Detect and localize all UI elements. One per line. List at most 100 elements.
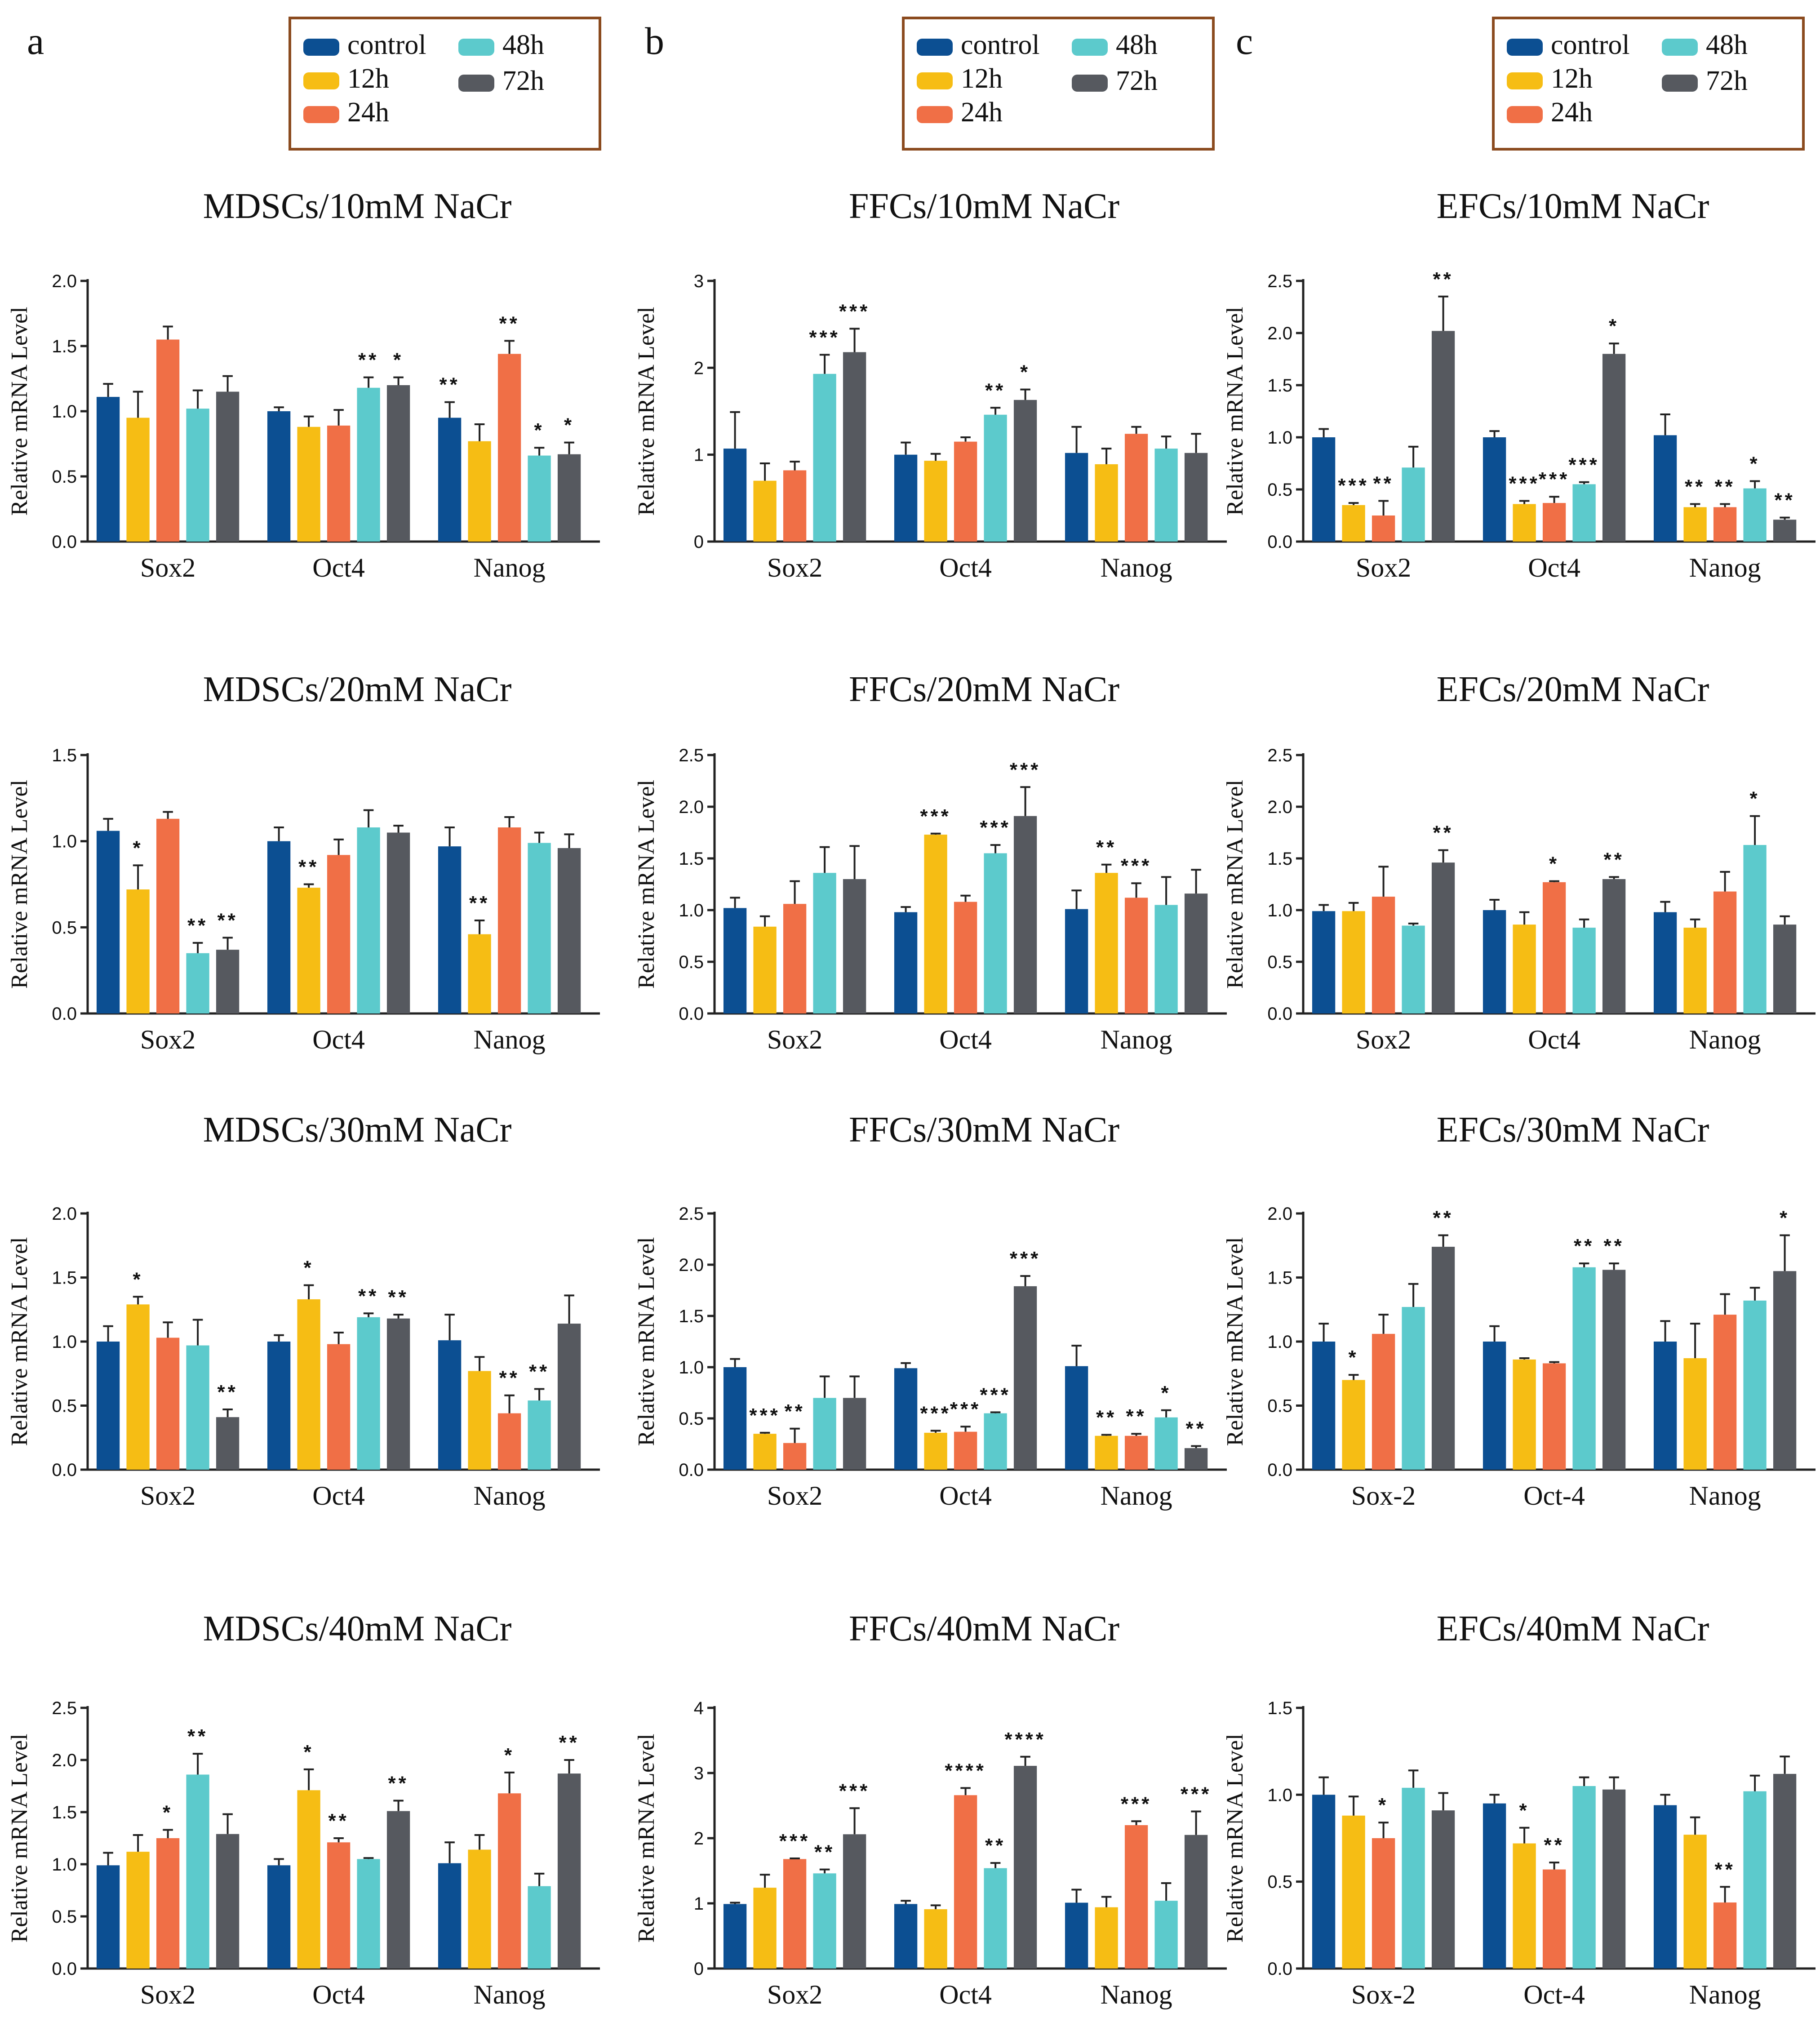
significance-marker: *** xyxy=(1010,1248,1041,1270)
significance-marker: ** xyxy=(1096,836,1117,858)
bar-24h-Sox2 xyxy=(783,1443,807,1470)
chart-11: FFCs/40mM NaCr Relative mRNA Level 0 1 2 3 4 **… xyxy=(634,1609,1227,2009)
error-bar xyxy=(1378,1822,1389,1838)
y-tick-label: 1.5 xyxy=(679,1307,704,1326)
bar-12h-Nanog xyxy=(468,1849,491,1969)
y-tick-label: 2.5 xyxy=(679,1204,704,1224)
error-bar xyxy=(759,915,770,927)
error-bar xyxy=(474,1356,485,1371)
error-bar xyxy=(1720,503,1730,507)
significance-marker: * xyxy=(1750,788,1760,810)
error-bar xyxy=(393,1800,404,1811)
significance-marker: * xyxy=(504,1744,515,1766)
error-bar xyxy=(474,423,485,441)
bar-24h-Nanog xyxy=(1124,898,1148,1013)
error-bar xyxy=(363,376,374,388)
bar-24h-Nanog xyxy=(1713,507,1737,542)
error-bar xyxy=(133,391,143,418)
bar-12h-Nanog xyxy=(1683,507,1707,542)
bar-72h-Nanog xyxy=(557,848,581,1013)
error-bar xyxy=(730,1902,740,1904)
error-bar xyxy=(1609,1262,1619,1270)
error-bar xyxy=(960,436,971,442)
error-bar xyxy=(1519,911,1530,925)
significance-marker: ** xyxy=(388,1772,408,1794)
bar-12h-Sox2 xyxy=(126,418,150,542)
legend-swatch-24h xyxy=(917,106,953,123)
y-tick-label: 1.0 xyxy=(1267,428,1292,448)
bar-48h-Nanog xyxy=(1743,1300,1767,1470)
x-category-label: Oct4 xyxy=(939,553,992,582)
y-tick-label: 2 xyxy=(694,358,704,378)
bar-48h-Sox2 xyxy=(1402,925,1425,1013)
chart-title: FFCs/10mM NaCr xyxy=(849,187,1119,226)
error-bar xyxy=(1071,1889,1082,1903)
error-bar xyxy=(901,441,911,455)
y-tick-label: 4 xyxy=(694,1698,704,1718)
legend-swatch-48h xyxy=(1072,39,1108,56)
error-bar xyxy=(790,461,800,471)
significance-marker: *** xyxy=(950,1398,981,1420)
significance-marker: ** xyxy=(187,915,208,937)
error-bar xyxy=(990,844,1001,853)
error-bar xyxy=(393,376,404,385)
legend-box xyxy=(289,17,601,151)
bar-48h-Nanog xyxy=(528,843,551,1013)
significance-marker: *** xyxy=(839,300,870,322)
significance-marker: *** xyxy=(1121,1793,1152,1815)
bar-24h-Sox2 xyxy=(783,470,807,542)
chart-title: MDSCs/20mM NaCr xyxy=(203,670,512,709)
bar-control-Sox2 xyxy=(1312,911,1336,1013)
bar-24h-Sox-2 xyxy=(1372,1333,1395,1470)
legend-label-control: control xyxy=(961,30,1040,60)
significance-marker: * xyxy=(304,1741,314,1763)
bar-48h-Oct4 xyxy=(984,1868,1007,1969)
error-bar xyxy=(303,1284,314,1299)
bar-12h-Sox-2 xyxy=(1342,1380,1365,1470)
significance-marker: *** xyxy=(1121,855,1152,877)
error-bar xyxy=(1191,869,1201,894)
error-bar xyxy=(930,1430,941,1433)
bar-72h-Oct4 xyxy=(386,832,410,1013)
chart-6: EFCs/20mM NaCr Relative mRNA Level 0.0 0.5 1… xyxy=(1222,670,1816,1054)
significance-marker: *** xyxy=(1568,454,1599,476)
error-bar xyxy=(534,831,545,843)
error-bar xyxy=(960,894,971,902)
bar-12h-Sox2 xyxy=(126,1852,150,1969)
x-category-label: Nanog xyxy=(474,1025,546,1054)
y-tick-label: 0.0 xyxy=(52,532,77,552)
significance-marker: *** xyxy=(1509,473,1540,495)
x-category-label: Oct-4 xyxy=(1523,1980,1585,2009)
significance-marker: * xyxy=(1161,1382,1172,1404)
y-tick-label: 0.5 xyxy=(1267,1872,1292,1892)
legend-box xyxy=(1492,17,1805,151)
significance-marker: * xyxy=(163,1801,173,1823)
error-bar xyxy=(222,1813,233,1834)
error-bar xyxy=(534,447,545,456)
significance-marker: ** xyxy=(1714,476,1735,498)
bar-48h-Nanog xyxy=(1743,488,1767,542)
error-bar xyxy=(133,1834,143,1852)
error-bar xyxy=(303,415,314,427)
y-tick-label: 0.0 xyxy=(679,1460,704,1480)
error-bar xyxy=(790,1857,800,1859)
error-bar xyxy=(163,1829,173,1838)
chart-7: MDSCs/30mM NaCr Relative mRNA Level 0.0 0.5… xyxy=(7,1110,600,1511)
y-tick-label: 2.0 xyxy=(679,797,704,817)
bar-48h-Nanog xyxy=(1154,1417,1178,1470)
error-bar xyxy=(474,920,485,934)
y-tick-label: 0.0 xyxy=(1267,1460,1292,1480)
bar-12h-Nanog xyxy=(1683,1358,1707,1470)
bar-48h-Sox2 xyxy=(186,953,209,1013)
error-bar xyxy=(759,462,770,481)
error-bar xyxy=(1131,882,1141,898)
error-bar xyxy=(133,1296,143,1305)
error-bar xyxy=(444,1841,455,1863)
error-bar xyxy=(1318,904,1329,911)
legend-label-24h: 24h xyxy=(347,97,389,128)
error-bar xyxy=(444,827,455,847)
bar-72h-Sox2 xyxy=(1431,331,1455,542)
bar-48h-Nanog xyxy=(528,1886,551,1969)
significance-marker: ** xyxy=(1774,489,1795,511)
bar-72h-Oct4 xyxy=(1602,879,1626,1013)
